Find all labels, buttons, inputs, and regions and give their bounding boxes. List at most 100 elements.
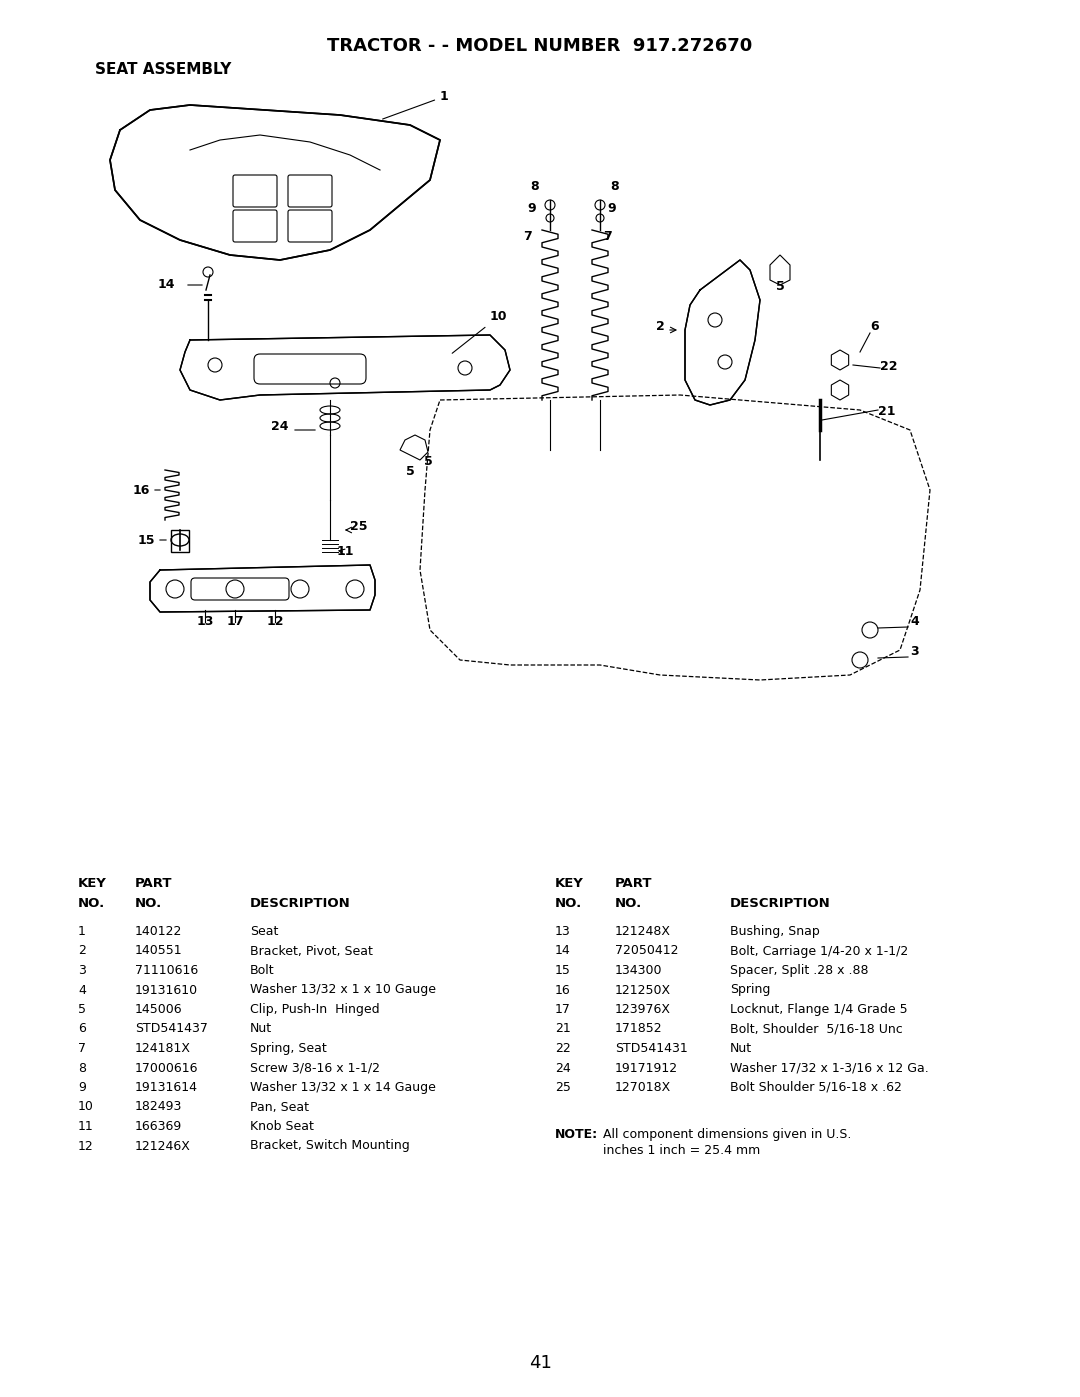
Text: Spacer, Split .28 x .88: Spacer, Split .28 x .88 xyxy=(730,964,868,977)
Text: Knob Seat: Knob Seat xyxy=(249,1120,314,1133)
Text: 2: 2 xyxy=(78,944,86,957)
Text: 140551: 140551 xyxy=(135,944,183,957)
Text: 19131610: 19131610 xyxy=(135,983,198,996)
Polygon shape xyxy=(150,564,375,612)
Text: 127018X: 127018X xyxy=(615,1081,672,1094)
Text: 3: 3 xyxy=(910,645,919,658)
Text: 10: 10 xyxy=(78,1101,94,1113)
Text: 72050412: 72050412 xyxy=(615,944,678,957)
Text: 8: 8 xyxy=(610,180,619,193)
Text: 12: 12 xyxy=(267,615,284,629)
Text: Screw 3/8-16 x 1-1/2: Screw 3/8-16 x 1-1/2 xyxy=(249,1062,380,1074)
Text: 14: 14 xyxy=(555,944,570,957)
Text: inches 1 inch = 25.4 mm: inches 1 inch = 25.4 mm xyxy=(603,1144,760,1157)
Text: Pan, Seat: Pan, Seat xyxy=(249,1101,309,1113)
Text: 71110616: 71110616 xyxy=(135,964,199,977)
Text: Washer 17/32 x 1-3/16 x 12 Ga.: Washer 17/32 x 1-3/16 x 12 Ga. xyxy=(730,1062,929,1074)
Text: Washer 13/32 x 1 x 14 Gauge: Washer 13/32 x 1 x 14 Gauge xyxy=(249,1081,436,1094)
Text: 123976X: 123976X xyxy=(615,1003,671,1016)
Text: NO.: NO. xyxy=(555,897,582,909)
Text: 19171912: 19171912 xyxy=(615,1062,678,1074)
Text: STD541431: STD541431 xyxy=(615,1042,688,1055)
Text: 8: 8 xyxy=(78,1062,86,1074)
Text: 14: 14 xyxy=(158,278,175,292)
Text: 171852: 171852 xyxy=(615,1023,663,1035)
Text: SEAT ASSEMBLY: SEAT ASSEMBLY xyxy=(95,61,231,77)
Text: 145006: 145006 xyxy=(135,1003,183,1016)
Bar xyxy=(171,529,189,552)
Text: 134300: 134300 xyxy=(615,964,662,977)
Text: 140122: 140122 xyxy=(135,925,183,937)
Text: 9: 9 xyxy=(528,203,537,215)
Text: 25: 25 xyxy=(350,520,367,534)
Text: 2: 2 xyxy=(656,320,664,332)
Text: 121246X: 121246X xyxy=(135,1140,191,1153)
Polygon shape xyxy=(400,434,428,460)
Text: 41: 41 xyxy=(528,1354,552,1372)
Text: PART: PART xyxy=(615,877,652,890)
Text: PART: PART xyxy=(135,877,173,890)
Text: 19131614: 19131614 xyxy=(135,1081,198,1094)
Text: 124181X: 124181X xyxy=(135,1042,191,1055)
Text: Spring, Seat: Spring, Seat xyxy=(249,1042,327,1055)
Text: TRACTOR - - MODEL NUMBER  917.272670: TRACTOR - - MODEL NUMBER 917.272670 xyxy=(327,36,753,54)
Text: 15: 15 xyxy=(137,534,156,546)
Text: Bolt: Bolt xyxy=(249,964,274,977)
Text: 121248X: 121248X xyxy=(615,925,671,937)
Text: DESCRIPTION: DESCRIPTION xyxy=(730,897,831,909)
Text: 1: 1 xyxy=(382,89,449,119)
Text: Seat: Seat xyxy=(249,925,279,937)
Polygon shape xyxy=(770,256,789,285)
Text: 5: 5 xyxy=(423,455,432,468)
Text: 24: 24 xyxy=(271,420,288,433)
Text: 5: 5 xyxy=(406,465,415,478)
Text: 9: 9 xyxy=(78,1081,86,1094)
Text: 22: 22 xyxy=(555,1042,570,1055)
Text: 10: 10 xyxy=(453,310,508,353)
Text: 7: 7 xyxy=(78,1042,86,1055)
Text: NOTE:: NOTE: xyxy=(555,1127,598,1141)
Text: Bracket, Switch Mounting: Bracket, Switch Mounting xyxy=(249,1140,409,1153)
Polygon shape xyxy=(832,351,849,370)
Text: STD541437: STD541437 xyxy=(135,1023,207,1035)
Polygon shape xyxy=(180,335,510,400)
Text: 13: 13 xyxy=(555,925,570,937)
Text: 1: 1 xyxy=(78,925,86,937)
Text: Clip, Push-In  Hinged: Clip, Push-In Hinged xyxy=(249,1003,380,1016)
Text: 21: 21 xyxy=(878,405,895,418)
Text: Nut: Nut xyxy=(730,1042,752,1055)
Text: 182493: 182493 xyxy=(135,1101,183,1113)
Text: Bushing, Snap: Bushing, Snap xyxy=(730,925,820,937)
Text: 3: 3 xyxy=(78,964,86,977)
Text: DESCRIPTION: DESCRIPTION xyxy=(249,897,351,909)
Text: Bolt Shoulder 5/16-18 x .62: Bolt Shoulder 5/16-18 x .62 xyxy=(730,1081,902,1094)
Text: 15: 15 xyxy=(555,964,571,977)
Text: 22: 22 xyxy=(880,360,897,373)
Text: NO.: NO. xyxy=(135,897,162,909)
Text: 4: 4 xyxy=(78,983,86,996)
Text: 166369: 166369 xyxy=(135,1120,183,1133)
Text: NO.: NO. xyxy=(615,897,643,909)
Polygon shape xyxy=(685,260,760,405)
Text: Spring: Spring xyxy=(730,983,770,996)
Text: Nut: Nut xyxy=(249,1023,272,1035)
Text: 7: 7 xyxy=(523,231,531,243)
Text: 12: 12 xyxy=(78,1140,94,1153)
Text: 8: 8 xyxy=(530,180,539,193)
Text: 11: 11 xyxy=(336,545,354,557)
Text: KEY: KEY xyxy=(78,877,107,890)
Text: Bolt, Carriage 1/4-20 x 1-1/2: Bolt, Carriage 1/4-20 x 1-1/2 xyxy=(730,944,908,957)
Text: 7: 7 xyxy=(604,231,612,243)
Polygon shape xyxy=(110,105,440,260)
Text: 16: 16 xyxy=(133,483,150,496)
Text: 13: 13 xyxy=(197,615,214,629)
Text: 25: 25 xyxy=(555,1081,571,1094)
Text: 24: 24 xyxy=(555,1062,570,1074)
Text: 6: 6 xyxy=(870,320,879,332)
Text: All component dimensions given in U.S.: All component dimensions given in U.S. xyxy=(603,1127,851,1141)
Text: Bracket, Pivot, Seat: Bracket, Pivot, Seat xyxy=(249,944,373,957)
Text: 6: 6 xyxy=(78,1023,86,1035)
Text: 5: 5 xyxy=(78,1003,86,1016)
Text: KEY: KEY xyxy=(555,877,584,890)
Text: Locknut, Flange 1/4 Grade 5: Locknut, Flange 1/4 Grade 5 xyxy=(730,1003,907,1016)
